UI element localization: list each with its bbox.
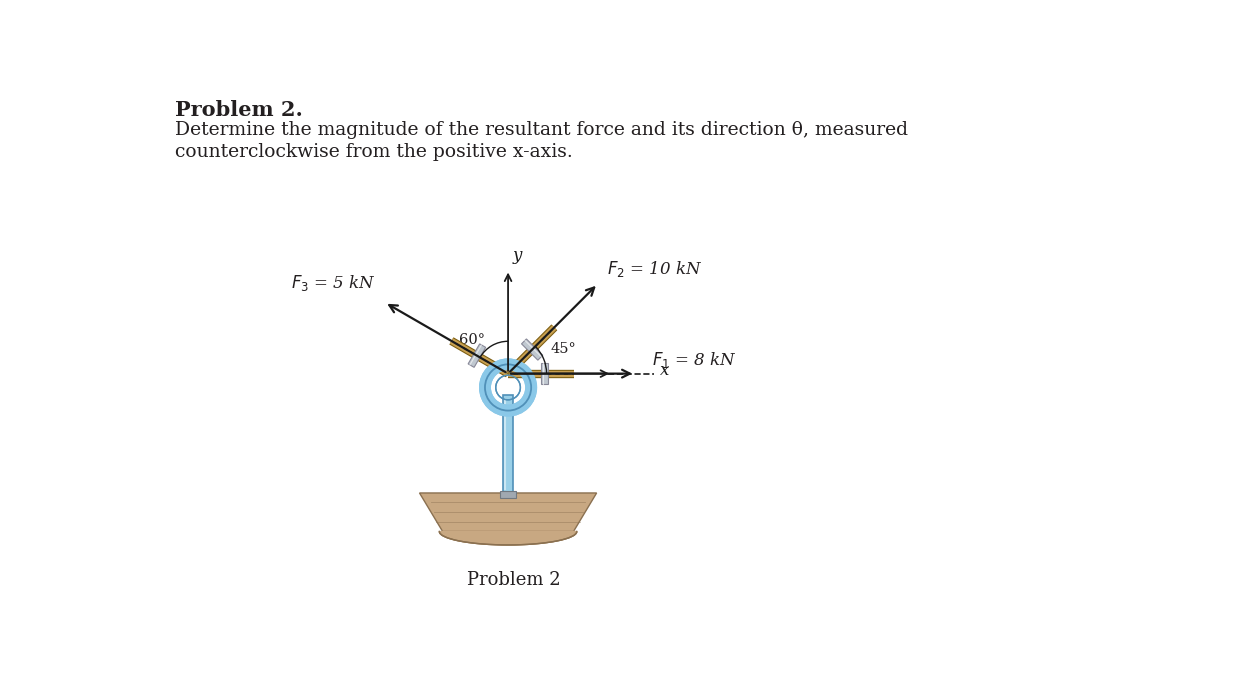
Text: counterclockwise from the positive x-axis.: counterclockwise from the positive x-axi…: [174, 142, 573, 160]
Polygon shape: [522, 339, 543, 361]
Polygon shape: [468, 344, 486, 367]
Text: y: y: [512, 247, 522, 264]
FancyBboxPatch shape: [503, 395, 513, 493]
FancyBboxPatch shape: [500, 491, 516, 497]
Polygon shape: [541, 363, 548, 385]
Text: $F_3$ = 5 kN: $F_3$ = 5 kN: [291, 273, 376, 293]
Text: $F_2$ = 10 kN: $F_2$ = 10 kN: [607, 259, 703, 279]
PathPatch shape: [419, 493, 596, 531]
Text: Determine the magnitude of the resultant force and its direction θ, measured: Determine the magnitude of the resultant…: [174, 121, 908, 139]
Text: 60°: 60°: [459, 333, 485, 347]
Polygon shape: [439, 531, 576, 545]
Text: x: x: [659, 362, 669, 379]
Text: Problem 2: Problem 2: [466, 571, 560, 589]
Text: Problem 2.: Problem 2.: [174, 100, 303, 120]
Text: 45°: 45°: [550, 342, 576, 356]
Text: $F_1$ = 8 kN: $F_1$ = 8 kN: [652, 350, 737, 369]
